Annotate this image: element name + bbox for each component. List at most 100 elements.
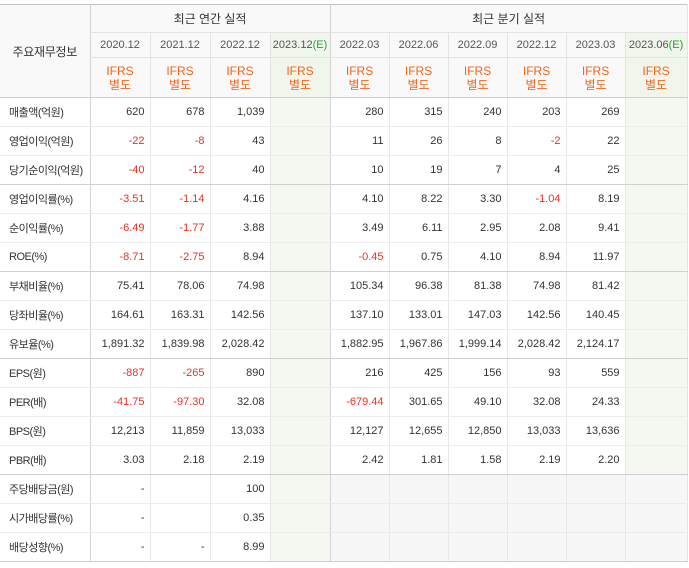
value-cell: -1.14 bbox=[149, 184, 210, 214]
empty-cell bbox=[329, 503, 390, 533]
period-header-annual-3: 2022.12 bbox=[209, 32, 270, 58]
empty-cell bbox=[624, 503, 688, 533]
value-cell: 203 bbox=[506, 97, 567, 127]
value-cell bbox=[624, 416, 688, 446]
basis-standard: IFRS bbox=[642, 63, 670, 78]
value-cell: 678 bbox=[149, 97, 210, 127]
value-cell: 2.95 bbox=[447, 213, 508, 243]
value-cell: 25 bbox=[565, 155, 626, 185]
corner-header: 주요재무정보 bbox=[0, 4, 90, 98]
value-cell bbox=[624, 387, 688, 417]
accounting-basis-annual-3: IFRS 별도 bbox=[209, 57, 270, 98]
value-cell: 559 bbox=[565, 358, 626, 388]
period-header-quarter-6: 2023.06(E) bbox=[624, 32, 688, 58]
empty-cell bbox=[388, 503, 449, 533]
value-cell: 13,033 bbox=[209, 416, 270, 446]
period-header-annual-1: 2020.12 bbox=[89, 32, 150, 58]
value-cell: -41.75 bbox=[89, 387, 150, 417]
row-label: 영업이익(억원) bbox=[0, 126, 90, 156]
value-cell: 49.10 bbox=[447, 387, 508, 417]
value-cell: 1,967.86 bbox=[388, 329, 449, 359]
value-cell: - bbox=[89, 474, 150, 504]
empty-cell bbox=[624, 532, 688, 562]
value-cell: 81.38 bbox=[447, 271, 508, 301]
table-body: 매출액(억원) 620 678 1,039 280 315 240 203 269 영업이익(억원… bbox=[0, 97, 688, 562]
value-cell: 301.65 bbox=[388, 387, 449, 417]
accounting-basis-quarter-4: IFRS 별도 bbox=[506, 57, 567, 98]
value-cell bbox=[269, 358, 331, 388]
value-cell: 93 bbox=[506, 358, 567, 388]
value-cell: 890 bbox=[209, 358, 270, 388]
value-cell bbox=[149, 474, 210, 504]
basis-type: 별도 bbox=[584, 77, 607, 92]
accounting-basis-quarter-6: IFRS 별도 bbox=[624, 57, 688, 98]
value-cell: 1,882.95 bbox=[329, 329, 390, 359]
period-date: 2023.12 bbox=[272, 39, 313, 51]
financial-summary-table: 주요재무정보 최근 연간 실적 최근 분기 실적 2020.12 2021.12… bbox=[0, 4, 688, 562]
row-label: ROE(%) bbox=[0, 242, 90, 272]
value-cell: 1,891.32 bbox=[89, 329, 150, 359]
row-label: PBR(배) bbox=[0, 445, 90, 475]
value-cell bbox=[269, 213, 331, 243]
value-cell: -97.30 bbox=[149, 387, 210, 417]
accounting-basis-annual-1: IFRS 별도 bbox=[89, 57, 150, 98]
basis-type: 별도 bbox=[348, 77, 371, 92]
table-row: 당좌비율(%) 164.61 163.31 142.56 137.10 133.01 147… bbox=[0, 300, 688, 330]
value-cell: 142.56 bbox=[209, 300, 270, 330]
accounting-basis-quarter-1: IFRS 별도 bbox=[329, 57, 390, 98]
basis-type: 별도 bbox=[466, 77, 489, 92]
value-cell bbox=[149, 503, 210, 533]
value-cell: 4.10 bbox=[447, 242, 508, 272]
value-cell: 4 bbox=[506, 155, 567, 185]
value-cell: -12 bbox=[149, 155, 210, 185]
value-cell: 13,033 bbox=[506, 416, 567, 446]
value-cell: 11,859 bbox=[149, 416, 210, 446]
value-cell: 19 bbox=[388, 155, 449, 185]
value-cell: 12,127 bbox=[329, 416, 390, 446]
value-cell: 2.20 bbox=[565, 445, 626, 475]
period-date: 2022.09 bbox=[457, 39, 498, 51]
row-label: 당좌비율(%) bbox=[0, 300, 90, 330]
period-date: 2022.12 bbox=[220, 39, 260, 51]
period-header-quarter-5: 2023.03 bbox=[565, 32, 626, 58]
value-cell: 2,124.17 bbox=[565, 329, 626, 359]
period-date: 2023.06 bbox=[628, 39, 669, 51]
basis-type: 별도 bbox=[407, 77, 430, 92]
value-cell: 96.38 bbox=[388, 271, 449, 301]
period-header-quarter-3: 2022.09 bbox=[447, 32, 508, 58]
value-cell bbox=[269, 97, 331, 127]
value-cell: 280 bbox=[329, 97, 390, 127]
value-cell: 74.98 bbox=[506, 271, 567, 301]
value-cell bbox=[624, 126, 688, 156]
value-cell: 8.94 bbox=[209, 242, 270, 272]
value-cell: 32.08 bbox=[506, 387, 567, 417]
value-cell: 315 bbox=[388, 97, 449, 127]
table-row: 시가배당률(%) - 0.35 bbox=[0, 503, 688, 533]
value-cell: 32.08 bbox=[209, 387, 270, 417]
accounting-basis-annual-2: IFRS 별도 bbox=[149, 57, 210, 98]
value-cell: 8.99 bbox=[209, 532, 270, 562]
row-label: 배당성향(%) bbox=[0, 532, 90, 562]
basis-type: 별도 bbox=[645, 77, 668, 92]
value-cell: 164.61 bbox=[89, 300, 150, 330]
value-cell: 240 bbox=[447, 97, 508, 127]
value-cell: 22 bbox=[565, 126, 626, 156]
value-cell: -40 bbox=[89, 155, 150, 185]
value-cell: 1.81 bbox=[388, 445, 449, 475]
value-cell: 269 bbox=[565, 97, 626, 127]
period-header-row: 2020.12 2021.12 2022.12 2023.12(E) 2022.… bbox=[0, 32, 688, 58]
value-cell: 1,999.14 bbox=[447, 329, 508, 359]
value-cell: 100 bbox=[209, 474, 270, 504]
value-cell: 26 bbox=[388, 126, 449, 156]
basis-header-row: IFRS 별도 IFRS 별도 IFRS 별도 IFRS 별도 IFRS 별도 IFRS 별… bbox=[0, 57, 688, 98]
empty-cell bbox=[565, 503, 626, 533]
empty-cell bbox=[447, 474, 508, 504]
value-cell bbox=[269, 416, 331, 446]
value-cell bbox=[269, 271, 331, 301]
value-cell bbox=[269, 503, 331, 533]
basis-standard: IFRS bbox=[286, 63, 314, 78]
value-cell: -265 bbox=[149, 358, 210, 388]
empty-cell bbox=[506, 532, 567, 562]
empty-cell bbox=[506, 474, 567, 504]
value-cell: 12,850 bbox=[447, 416, 508, 446]
